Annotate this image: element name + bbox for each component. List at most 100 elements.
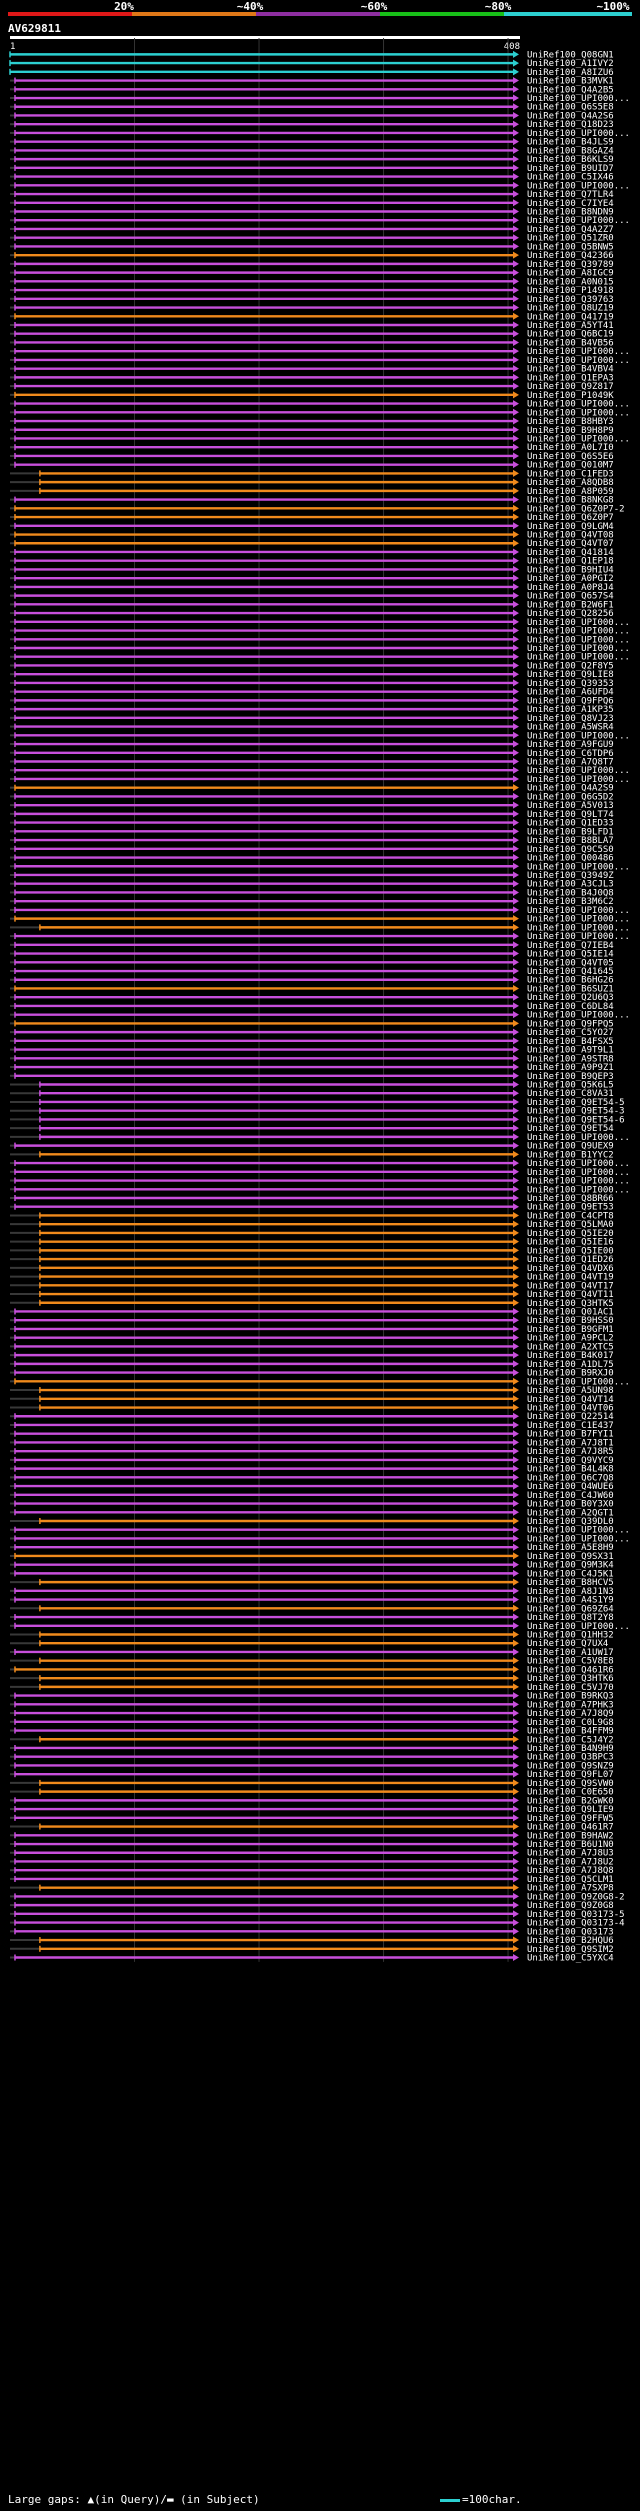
hit-label[interactable]: UniRef100_Q39353	[527, 679, 614, 689]
hit-label[interactable]: UniRef100_Q9SIM2	[527, 1945, 614, 1955]
hit-row[interactable]: UniRef100_Q3BPC3	[10, 1753, 614, 1763]
hit-row[interactable]: UniRef100_Q9SIM2	[10, 1945, 614, 1955]
hit-label[interactable]: UniRef100_A7J8Q9	[527, 1709, 614, 1719]
hit-row[interactable]: UniRef100_Q3HTK5	[10, 1299, 614, 1309]
hit-row[interactable]: UniRef100_A9P9Z1	[10, 1063, 614, 1073]
hit-row[interactable]: UniRef100_A7J8R5	[10, 1447, 614, 1457]
hit-label[interactable]: UniRef100_Q4VDX6	[527, 1264, 614, 1274]
hit-label[interactable]: UniRef100_Q39789	[527, 260, 614, 270]
hit-row[interactable]: UniRef100_A8QDB8	[10, 478, 614, 488]
hit-label[interactable]: UniRef100_C7IYE4	[527, 199, 614, 209]
hit-row[interactable]: UniRef100_UPI000...	[10, 1377, 630, 1387]
hit-row[interactable]: UniRef100_Q7IEB4	[10, 941, 614, 951]
hit-row[interactable]: UniRef100_B8NDN9	[10, 208, 614, 218]
hit-row[interactable]: UniRef100_B9UID7	[10, 164, 614, 174]
hit-label[interactable]: UniRef100_Q5IE00	[527, 1246, 614, 1256]
hit-row[interactable]: UniRef100_A0N015	[10, 277, 614, 287]
hit-label[interactable]: UniRef100_Q6S5E6	[527, 452, 614, 462]
hit-row[interactable]: UniRef100_B9QEP3	[10, 1072, 614, 1082]
hit-label[interactable]: UniRef100_Q41645	[527, 967, 614, 977]
hit-label[interactable]: UniRef100_UPI000...	[527, 400, 630, 410]
hit-row[interactable]: UniRef100_B8HBY3	[10, 417, 614, 427]
hit-row[interactable]: UniRef100_B0Y3X0	[10, 1500, 614, 1510]
hit-label[interactable]: UniRef100_UPI000...	[527, 181, 630, 191]
hit-label[interactable]: UniRef100_B9RXJ0	[527, 1369, 614, 1379]
hit-label[interactable]: UniRef100_Q9SNZ9	[527, 1761, 614, 1771]
hit-row[interactable]: UniRef100_B3M6C2	[10, 897, 614, 907]
hit-label[interactable]: UniRef100_Q9ET54-3	[527, 1107, 625, 1117]
hit-label[interactable]: UniRef100_B6HG26	[527, 976, 614, 986]
hit-label[interactable]: UniRef100_Q461R6	[527, 1665, 614, 1675]
hit-row[interactable]: UniRef100_B4VB56	[10, 338, 614, 348]
hit-label[interactable]: UniRef100_C0E650	[527, 1788, 614, 1798]
hit-row[interactable]: UniRef100_UPI000...	[10, 932, 630, 942]
hit-label[interactable]: UniRef100_Q03173-4	[527, 1919, 625, 1929]
hit-label[interactable]: UniRef100_B2HQU6	[527, 1936, 614, 1946]
hit-row[interactable]: UniRef100_Q00486	[10, 854, 614, 864]
hit-row[interactable]: UniRef100_C0L9G8	[10, 1718, 614, 1728]
hit-row[interactable]: UniRef100_B3MVK1	[10, 77, 614, 87]
hit-label[interactable]: UniRef100_UPI000...	[527, 923, 630, 933]
hit-label[interactable]: UniRef100_Q8UZ19	[527, 304, 614, 314]
hit-row[interactable]: UniRef100_P1049K	[10, 391, 614, 401]
hit-row[interactable]: UniRef100_B8HCV5	[10, 1578, 614, 1588]
hit-row[interactable]: UniRef100_Q4A2S6	[10, 111, 614, 121]
hit-label[interactable]: UniRef100_Q08GN1	[527, 50, 614, 60]
hit-row[interactable]: UniRef100_UPI000...	[10, 1534, 630, 1544]
hit-row[interactable]: UniRef100_A8J1N3	[10, 1587, 614, 1597]
hit-row[interactable]: UniRef100_Q6Z0P7-2	[10, 504, 625, 514]
hit-row[interactable]: UniRef100_B9GFM1	[10, 1325, 614, 1335]
hit-row[interactable]: UniRef100_B6KLS9	[10, 155, 614, 165]
hit-row[interactable]: UniRef100_A5UN98	[10, 1386, 614, 1396]
hit-row[interactable]: UniRef100_B9RXJ0	[10, 1369, 614, 1379]
hit-label[interactable]: UniRef100_Q1ED33	[527, 819, 614, 829]
hit-row[interactable]: UniRef100_Q4A2Z7	[10, 225, 614, 235]
hit-row[interactable]: UniRef100_Q5IE16	[10, 1238, 614, 1248]
hit-label[interactable]: UniRef100_Q5LMA0	[527, 1220, 614, 1230]
hit-label[interactable]: UniRef100_Q5CLM1	[527, 1875, 614, 1885]
hit-row[interactable]: UniRef100_A8P059	[10, 487, 614, 497]
hit-row[interactable]: UniRef100_UPI000...	[10, 923, 630, 933]
hit-row[interactable]: UniRef100_Q9Z0G8-2	[10, 1892, 625, 1902]
hit-row[interactable]: UniRef100_UPI000...	[10, 181, 630, 191]
hit-label[interactable]: UniRef100_B3M6C2	[527, 897, 614, 907]
hit-label[interactable]: UniRef100_Q9SX31	[527, 1552, 614, 1562]
hit-row[interactable]: UniRef100_Q4A2B5	[10, 85, 614, 95]
hit-row[interactable]: UniRef100_UPI000...	[10, 400, 630, 410]
hit-label[interactable]: UniRef100_B9H8P9	[527, 426, 614, 436]
hit-label[interactable]: UniRef100_C5V8E8	[527, 1657, 614, 1667]
hit-row[interactable]: UniRef100_Q03173	[10, 1927, 614, 1937]
hit-row[interactable]: UniRef100_Q4VT19	[10, 1273, 614, 1283]
hit-row[interactable]: UniRef100_B2W6F1	[10, 600, 614, 610]
hit-label[interactable]: UniRef100_Q00486	[527, 854, 614, 864]
hit-label[interactable]: UniRef100_Q7IEB4	[527, 941, 614, 951]
hit-row[interactable]: UniRef100_C5J4Y2	[10, 1735, 614, 1745]
hit-label[interactable]: UniRef100_Q18D23	[527, 120, 614, 130]
hit-label[interactable]: UniRef100_A5WSR4	[527, 723, 614, 733]
hit-label[interactable]: UniRef100_A0L7I0	[527, 443, 614, 453]
hit-row[interactable]: UniRef100_UPI000...	[10, 1133, 630, 1143]
hit-row[interactable]: UniRef100_Q9ET54-5	[10, 1098, 625, 1108]
hit-row[interactable]: UniRef100_C0E650	[10, 1788, 614, 1798]
hit-label[interactable]: UniRef100_A0N015	[527, 277, 614, 287]
hit-label[interactable]: UniRef100_A7J8Q8	[527, 1866, 614, 1876]
hit-row[interactable]: UniRef100_UPI000...	[10, 635, 630, 645]
hit-label[interactable]: UniRef100_Q4VT06	[527, 1404, 614, 1414]
hit-row[interactable]: UniRef100_A0L7I0	[10, 443, 614, 453]
hit-label[interactable]: UniRef100_A1KP35	[527, 705, 614, 715]
hit-row[interactable]: UniRef100_UPI000...	[10, 1011, 630, 1021]
hit-label[interactable]: UniRef100_B9GFM1	[527, 1325, 614, 1335]
hit-row[interactable]: UniRef100_B2HQU6	[10, 1936, 614, 1946]
hit-row[interactable]: UniRef100_Q9ET54	[10, 1124, 614, 1134]
hit-row[interactable]: UniRef100_Q39789	[10, 260, 614, 270]
hit-row[interactable]: UniRef100_A7J8T1	[10, 1438, 614, 1448]
hit-row[interactable]: UniRef100_UPI000...	[10, 408, 630, 418]
hit-label[interactable]: UniRef100_Q9ET54-5	[527, 1098, 625, 1108]
hit-row[interactable]: UniRef100_Q5LMA0	[10, 1220, 614, 1230]
hit-row[interactable]: UniRef100_UPI000...	[10, 766, 630, 776]
hit-row[interactable]: UniRef100_Q9LIE9	[10, 1805, 614, 1815]
hit-label[interactable]: UniRef100_Q657S4	[527, 592, 614, 602]
hit-label[interactable]: UniRef100_A8IGC9	[527, 269, 614, 279]
hit-row[interactable]: UniRef100_Q42366	[10, 251, 614, 261]
hit-label[interactable]: UniRef100_C5VJ70	[527, 1683, 614, 1693]
